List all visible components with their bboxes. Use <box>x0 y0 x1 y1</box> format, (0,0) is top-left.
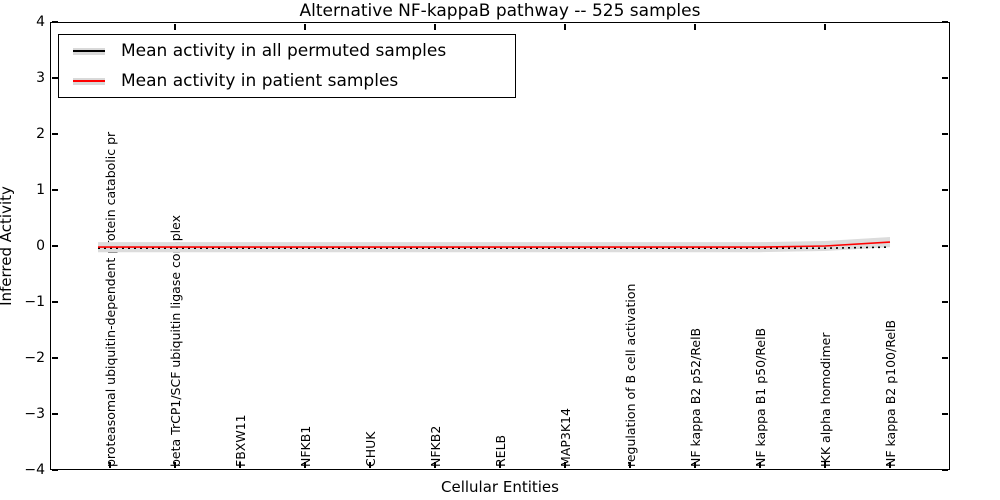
x-axis-label: Cellular Entities <box>441 478 559 496</box>
legend-item-patient: Mean activity in patient samples <box>73 70 515 92</box>
legend-label-patient: Mean activity in patient samples <box>121 71 399 91</box>
y-tick-label: 2 <box>36 126 45 142</box>
legend-label-permuted: Mean activity in all permuted samples <box>121 41 447 61</box>
plot-area <box>50 22 950 470</box>
legend-box: Mean activity in all permuted samples Me… <box>58 34 516 98</box>
permuted-line-swatch <box>73 47 105 55</box>
patient-line-swatch <box>73 77 105 85</box>
y-tick-label: 3 <box>36 70 45 86</box>
y-tick-label: −3 <box>24 406 45 422</box>
y-tick-label: −4 <box>24 462 45 478</box>
y-tick-label: 4 <box>36 14 45 30</box>
legend-item-permuted: Mean activity in all permuted samples <box>73 40 515 62</box>
chart-title: Alternative NF-kappaB pathway -- 525 sam… <box>299 1 701 21</box>
y-axis-label: Inferred Activity <box>0 186 15 306</box>
y-tick-label: −2 <box>24 350 45 366</box>
